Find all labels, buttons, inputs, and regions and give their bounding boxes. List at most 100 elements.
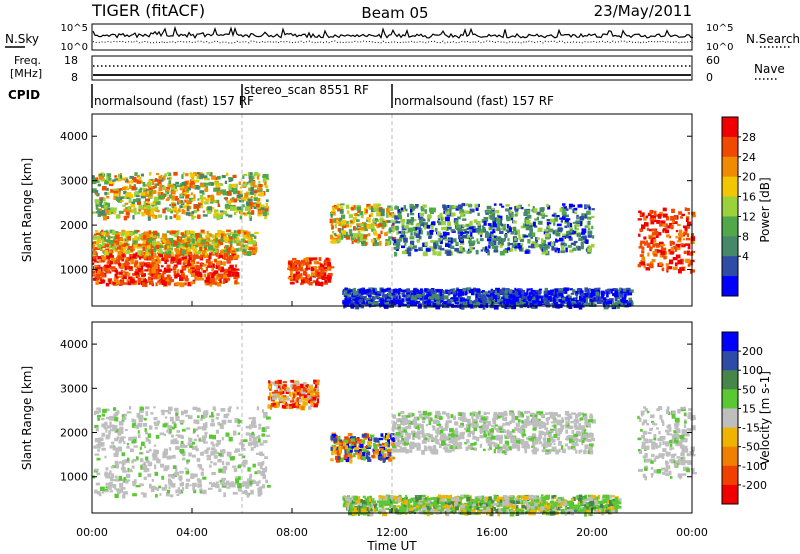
cell-region-6 [345, 300, 349, 306]
cell-region-1 [114, 249, 119, 253]
cell-region-7 [657, 213, 662, 218]
cell-region-0 [132, 273, 136, 276]
cell-region-0 [215, 451, 220, 455]
cell-region-2 [145, 210, 151, 215]
cell-region-1 [217, 230, 222, 234]
power-colorbar-segment [722, 236, 738, 257]
cell-region-5 [414, 249, 418, 252]
cell-region-5 [466, 232, 469, 236]
cell-region-2 [168, 194, 172, 199]
cell-region-5 [528, 245, 533, 248]
cell-region-1 [303, 401, 308, 406]
cell-region-5 [587, 245, 592, 248]
cell-region-6 [558, 288, 564, 291]
cell-region-6 [354, 297, 358, 303]
cell-region-1 [195, 251, 200, 255]
cell-region-6 [367, 291, 372, 294]
cell-region-5 [415, 223, 421, 228]
cell-region-2 [225, 213, 229, 217]
cell-region-1 [308, 385, 313, 391]
cell-region-0 [227, 419, 232, 423]
cell-region-5 [491, 238, 497, 241]
cell-region-5 [499, 230, 504, 234]
cell-region-2 [258, 180, 261, 183]
cell-region-2 [106, 192, 110, 195]
cell-region-4 [370, 239, 375, 243]
cell-region-5 [579, 246, 584, 250]
cell-region-0 [205, 422, 208, 426]
cell-region-7 [684, 227, 688, 231]
cell-region-1 [254, 231, 259, 235]
cell-region-6 [595, 291, 600, 296]
cell-region-2 [190, 173, 195, 178]
cell-region-7 [666, 234, 671, 238]
cell-region-6 [424, 288, 428, 292]
cell-region-1 [274, 389, 279, 395]
cell-region-5 [397, 209, 400, 214]
cell-region-0 [204, 279, 210, 283]
cell-region-5 [488, 244, 491, 249]
cell-region-5 [400, 207, 404, 211]
cell-region-2 [216, 175, 221, 180]
cell-region-6 [344, 297, 348, 301]
cell-region-0 [114, 475, 118, 479]
cell-region-0 [195, 448, 199, 452]
power-colorbar-tick: 28 [742, 131, 756, 144]
cell-region-3 [307, 279, 310, 285]
cell-region-0 [204, 449, 209, 454]
cell-region-0 [212, 273, 216, 276]
cell-region-2 [256, 206, 260, 210]
cell-region-6 [473, 300, 479, 305]
cell-region-0 [100, 266, 103, 272]
cell-region-2 [112, 188, 118, 191]
cell-region-1 [199, 246, 203, 252]
cell-region-6 [380, 304, 386, 307]
cell-region-1 [280, 398, 286, 401]
cell-region-7 [640, 240, 645, 244]
cell-region-2 [122, 204, 126, 207]
cell-region-0 [234, 450, 238, 453]
cell-region-5 [419, 212, 425, 217]
cell-region-2 [119, 197, 123, 201]
cell-region-5 [399, 237, 403, 242]
cell-region-6 [580, 293, 585, 296]
cell-region-5 [551, 214, 555, 217]
cell-region-5 [392, 228, 395, 233]
cell-region-0 [196, 271, 202, 275]
cell-region-5 [397, 213, 402, 218]
cell-region-1 [124, 237, 129, 243]
cell-region-6 [571, 300, 576, 304]
cell-region-2 [136, 211, 141, 215]
cell-region-2 [191, 178, 195, 181]
cell-region-5 [516, 229, 520, 235]
cell-region-0 [164, 484, 168, 489]
cell-region-4 [385, 239, 391, 242]
cell-region-0 [101, 413, 105, 417]
cell-region-0 [162, 270, 166, 275]
cell-region-5 [419, 223, 423, 226]
cell-region-7 [668, 222, 673, 226]
cell-region-6 [375, 295, 379, 298]
cell-region-5 [450, 228, 455, 232]
cell-region-6 [443, 295, 449, 300]
cell-region-0 [137, 280, 142, 283]
cell-region-2 [181, 174, 184, 179]
cell-region-0 [112, 446, 117, 451]
cell-region-0 [207, 262, 212, 266]
cell-region-2 [107, 177, 112, 182]
cell-region-5 [403, 237, 408, 241]
cell-region-5 [537, 227, 543, 232]
cell-region-4 [391, 213, 396, 216]
cell-region-1 [315, 394, 320, 398]
cell-region-2 [157, 200, 161, 205]
cell-region-0 [168, 268, 173, 271]
cell-region-2 [152, 185, 156, 189]
cell-region-1 [184, 238, 189, 242]
cell-region-6 [475, 293, 478, 299]
cell-region-7 [650, 220, 655, 225]
power-colorbar-segment [722, 256, 738, 277]
cell-region-0 [126, 272, 131, 276]
cell-region-5 [475, 206, 479, 211]
cell-region-5 [397, 242, 401, 246]
cell-region-6 [490, 291, 495, 297]
